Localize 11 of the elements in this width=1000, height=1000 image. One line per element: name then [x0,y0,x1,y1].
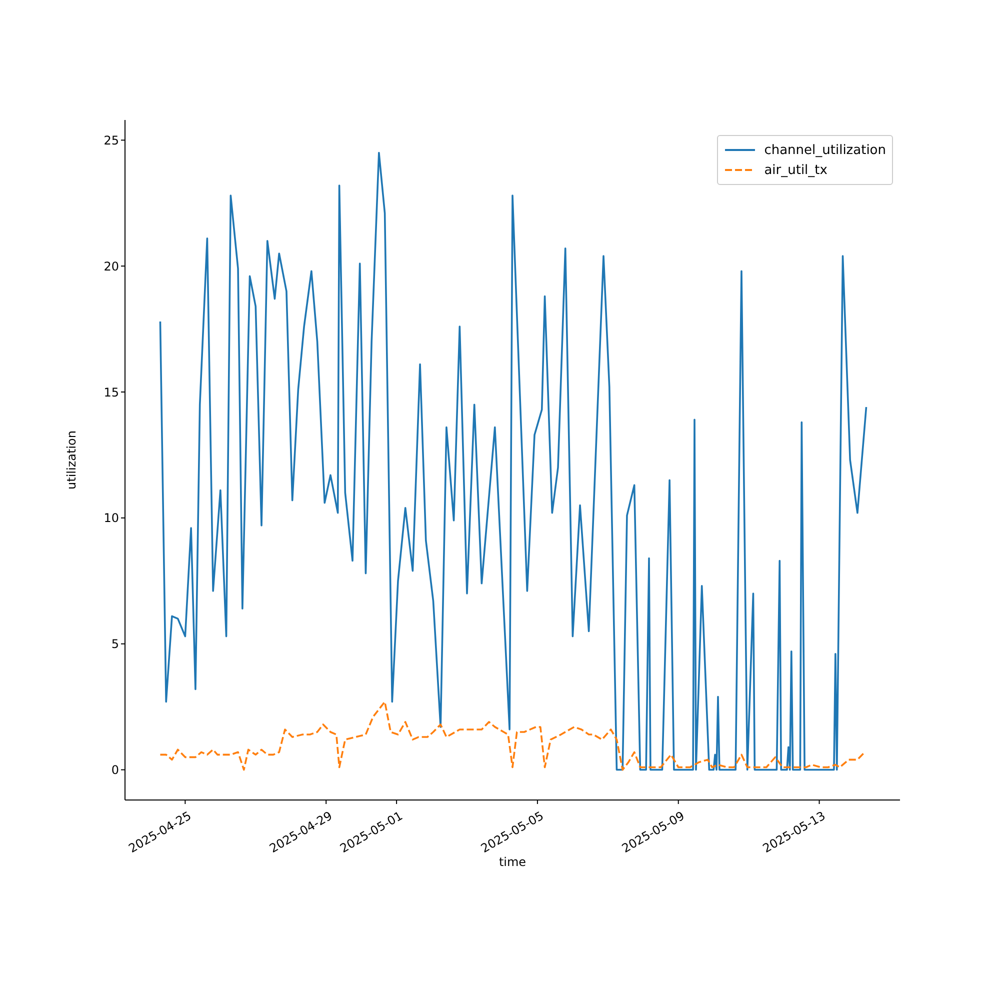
y-axis-title: utilization [64,430,78,490]
y-tick-label: 5 [111,637,119,652]
x-axis-title: time [498,855,526,869]
legend-label: channel_utilization [764,142,886,158]
line-series [159,700,866,771]
y-tick-label: 10 [104,511,119,526]
y-tick-label: 25 [104,133,119,148]
y-tick-label: 15 [104,385,119,400]
legend-label: air_util_tx [764,162,828,178]
y-tick-label: 20 [104,259,119,274]
y-tick-label: 0 [111,763,119,778]
